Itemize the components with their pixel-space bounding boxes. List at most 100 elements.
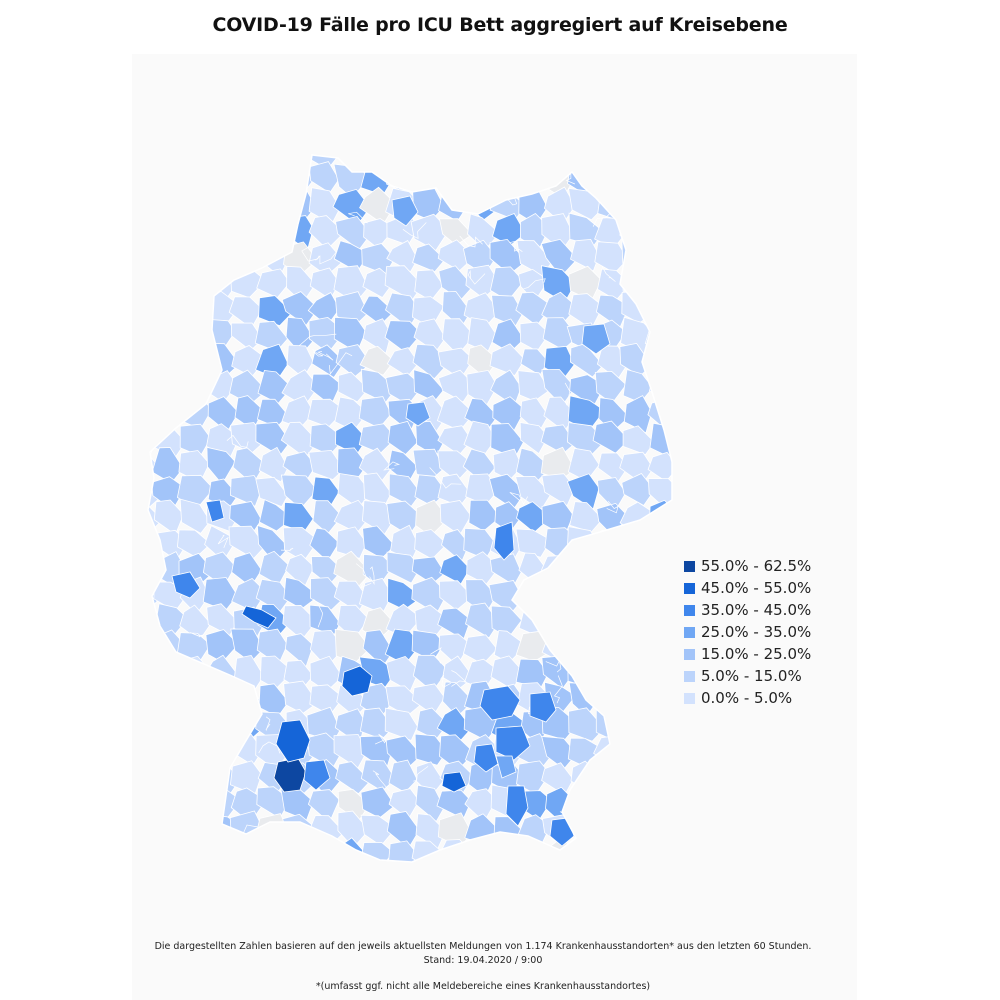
district-region[interactable] bbox=[620, 815, 657, 847]
district-region[interactable] bbox=[620, 137, 656, 169]
district-region[interactable] bbox=[359, 707, 394, 740]
district-region[interactable] bbox=[362, 629, 394, 668]
district-region[interactable] bbox=[651, 865, 681, 900]
district-region[interactable] bbox=[384, 707, 419, 742]
district-region[interactable] bbox=[568, 707, 606, 742]
district-region[interactable] bbox=[178, 863, 215, 897]
district-region[interactable] bbox=[567, 603, 605, 641]
district-region[interactable] bbox=[285, 316, 316, 356]
district-region[interactable] bbox=[283, 680, 319, 715]
district-region[interactable] bbox=[128, 291, 163, 324]
district-region[interactable] bbox=[151, 212, 187, 250]
district-region[interactable] bbox=[437, 239, 475, 272]
district-region[interactable] bbox=[519, 141, 553, 172]
district-region[interactable] bbox=[283, 576, 320, 610]
district-region[interactable] bbox=[593, 655, 632, 693]
district-region[interactable] bbox=[310, 577, 346, 611]
district-region[interactable] bbox=[255, 578, 292, 613]
district-region[interactable] bbox=[489, 266, 525, 302]
district-region[interactable] bbox=[230, 628, 265, 663]
district-region[interactable] bbox=[332, 188, 371, 226]
district-region[interactable] bbox=[491, 318, 525, 354]
district-region[interactable] bbox=[439, 500, 472, 536]
district-region[interactable] bbox=[282, 840, 315, 873]
district-region[interactable] bbox=[644, 317, 680, 356]
district-region[interactable] bbox=[203, 243, 239, 273]
district-region[interactable] bbox=[468, 499, 501, 532]
district-region[interactable] bbox=[676, 162, 708, 195]
district-region[interactable] bbox=[674, 343, 705, 376]
district-region[interactable] bbox=[335, 421, 368, 456]
district-region[interactable] bbox=[619, 528, 655, 558]
district-region[interactable] bbox=[179, 346, 210, 382]
district-hotspot-nuernberg[interactable] bbox=[479, 685, 521, 721]
district-region[interactable] bbox=[125, 424, 158, 459]
district-region[interactable] bbox=[385, 735, 423, 771]
district-region[interactable] bbox=[152, 707, 188, 740]
district-region[interactable] bbox=[229, 369, 268, 405]
district-region[interactable] bbox=[567, 634, 601, 666]
district-hotspot-wuerzburg[interactable] bbox=[341, 665, 373, 697]
district-region[interactable] bbox=[384, 628, 422, 666]
district-region[interactable] bbox=[414, 269, 444, 302]
district-region[interactable] bbox=[437, 450, 474, 482]
district-region[interactable] bbox=[309, 684, 344, 716]
district-region[interactable] bbox=[127, 734, 160, 770]
district-region[interactable] bbox=[647, 785, 683, 823]
district-region[interactable] bbox=[647, 478, 682, 511]
district-region[interactable] bbox=[335, 215, 372, 251]
district-region[interactable] bbox=[594, 137, 626, 168]
district-region[interactable] bbox=[156, 734, 188, 772]
district-region[interactable] bbox=[649, 215, 682, 248]
district-region[interactable] bbox=[358, 447, 393, 485]
district-region[interactable] bbox=[619, 579, 655, 612]
district-region[interactable] bbox=[308, 215, 345, 251]
district-region[interactable] bbox=[541, 500, 574, 537]
district-region[interactable] bbox=[385, 685, 423, 717]
district-region[interactable] bbox=[230, 322, 264, 352]
district-region[interactable] bbox=[621, 654, 656, 688]
district-region[interactable] bbox=[413, 318, 446, 353]
district-region[interactable] bbox=[130, 321, 163, 354]
district-hotspot-ingolstadt[interactable] bbox=[495, 725, 531, 761]
district-region[interactable] bbox=[671, 212, 704, 250]
district-region[interactable] bbox=[127, 525, 159, 562]
district-region[interactable] bbox=[438, 633, 471, 667]
district-region[interactable] bbox=[282, 813, 319, 847]
district-region[interactable] bbox=[307, 292, 341, 327]
district-region[interactable] bbox=[647, 632, 682, 667]
district-region[interactable] bbox=[569, 813, 606, 846]
district-region[interactable] bbox=[359, 577, 393, 615]
district-region[interactable] bbox=[336, 837, 369, 871]
district-region[interactable] bbox=[229, 475, 263, 507]
district-region[interactable] bbox=[519, 422, 549, 455]
district-region[interactable] bbox=[177, 655, 212, 691]
district-region[interactable] bbox=[385, 136, 418, 173]
district-region[interactable] bbox=[308, 838, 340, 871]
district-region[interactable] bbox=[624, 606, 658, 638]
district-region[interactable] bbox=[384, 320, 423, 354]
district-region[interactable] bbox=[411, 296, 445, 329]
district-region[interactable] bbox=[386, 551, 421, 584]
district-region[interactable] bbox=[546, 866, 578, 896]
district-region[interactable] bbox=[154, 163, 184, 198]
district-region[interactable] bbox=[155, 681, 187, 718]
district-region[interactable] bbox=[437, 607, 472, 641]
district-region[interactable] bbox=[594, 241, 629, 274]
district-region[interactable] bbox=[596, 160, 632, 195]
district-region[interactable] bbox=[386, 347, 419, 378]
district-region[interactable] bbox=[677, 785, 704, 821]
district-region[interactable] bbox=[333, 550, 372, 588]
district-region[interactable] bbox=[205, 217, 237, 248]
district-region[interactable] bbox=[360, 368, 397, 404]
district-region[interactable] bbox=[202, 577, 238, 612]
district-region[interactable] bbox=[362, 472, 392, 508]
district-region[interactable] bbox=[150, 293, 185, 328]
district-region[interactable] bbox=[256, 864, 292, 896]
district-region[interactable] bbox=[256, 268, 291, 299]
district-region[interactable] bbox=[593, 555, 631, 590]
district-region[interactable] bbox=[207, 396, 240, 433]
district-region[interactable] bbox=[411, 576, 448, 615]
district-region[interactable] bbox=[566, 577, 605, 616]
